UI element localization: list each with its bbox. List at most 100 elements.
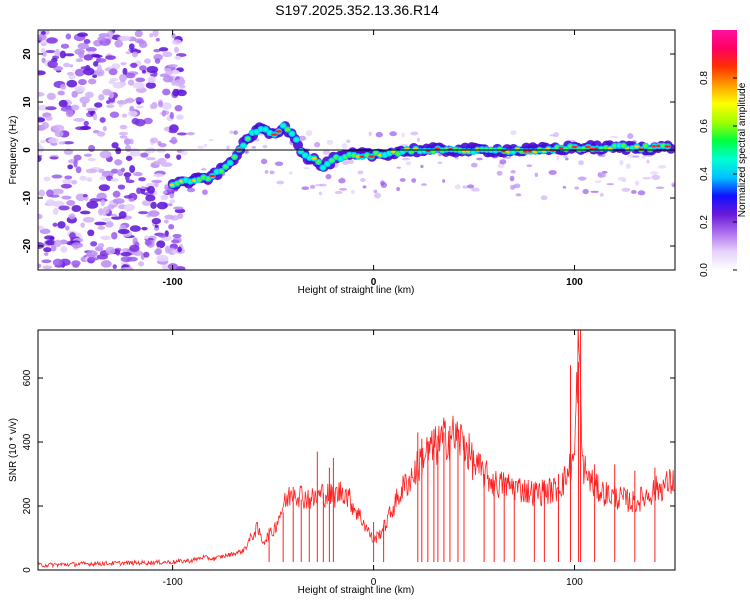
noise-blob bbox=[396, 166, 402, 169]
noise-blob bbox=[264, 170, 269, 174]
ridge-core bbox=[205, 176, 211, 181]
noise-blob bbox=[77, 32, 88, 37]
noise-blob bbox=[41, 122, 50, 130]
snr-y-label: SNR (10 * v/v) bbox=[8, 418, 19, 482]
noise-blob bbox=[71, 260, 81, 267]
noise-blob bbox=[118, 131, 129, 136]
noise-blob bbox=[58, 99, 68, 108]
noise-blob bbox=[97, 242, 105, 248]
noise-blob bbox=[632, 155, 640, 158]
noise-blob bbox=[401, 157, 410, 161]
x-tick-label: -100 bbox=[163, 277, 183, 288]
colorbar-label: Normalized spectral amplitude bbox=[737, 82, 748, 217]
noise-blob bbox=[160, 194, 169, 201]
noise-blob bbox=[122, 67, 128, 76]
noise-blob bbox=[86, 177, 93, 182]
noise-blob bbox=[157, 257, 169, 262]
noise-blob bbox=[597, 172, 606, 178]
noise-blob bbox=[96, 192, 107, 201]
noise-blob bbox=[90, 241, 98, 247]
noise-blob bbox=[470, 187, 480, 192]
x-tick-label: -100 bbox=[163, 577, 183, 588]
noise-blob bbox=[154, 224, 159, 228]
noise-blob bbox=[105, 55, 116, 60]
noise-blob bbox=[75, 58, 84, 63]
ridge-core bbox=[218, 169, 224, 174]
noise-blob bbox=[177, 246, 182, 253]
noise-blob bbox=[124, 72, 136, 79]
noise-blob bbox=[86, 250, 98, 258]
noise-blob bbox=[164, 245, 170, 254]
noise-blob bbox=[86, 200, 99, 209]
noise-blob bbox=[582, 188, 589, 195]
noise-blob bbox=[77, 43, 89, 50]
noise-blob bbox=[158, 47, 169, 52]
x-tick-label: 100 bbox=[566, 277, 583, 288]
noise-blob bbox=[303, 167, 310, 170]
noise-blob bbox=[120, 267, 132, 270]
noise-blob bbox=[119, 35, 131, 41]
snr-line bbox=[38, 330, 675, 569]
noise-blob bbox=[40, 140, 46, 144]
noise-blob bbox=[93, 60, 99, 67]
noise-blob bbox=[373, 192, 382, 199]
noise-blob bbox=[143, 117, 153, 125]
noise-blob bbox=[149, 103, 155, 110]
ridge-core bbox=[510, 149, 516, 154]
noise-blob bbox=[80, 66, 91, 70]
noise-blob bbox=[123, 195, 133, 199]
snr-frame bbox=[37, 329, 676, 571]
noise-blob bbox=[60, 183, 73, 189]
noise-blob bbox=[325, 173, 332, 180]
noise-blob bbox=[102, 206, 110, 215]
ridge-peak bbox=[209, 174, 216, 178]
noise-blob bbox=[168, 224, 175, 230]
noise-blob bbox=[276, 180, 285, 185]
noise-blob bbox=[94, 102, 103, 108]
noise-blob bbox=[153, 160, 162, 165]
noise-blob bbox=[233, 130, 238, 135]
noise-blob bbox=[156, 201, 168, 210]
ridge-peak bbox=[607, 147, 614, 151]
noise-blob bbox=[136, 105, 144, 109]
ridge-peak bbox=[664, 145, 671, 148]
noise-blob bbox=[66, 79, 78, 88]
noise-blob bbox=[43, 176, 51, 182]
noise-blob bbox=[420, 164, 424, 169]
noise-blob bbox=[155, 37, 160, 42]
noise-blob bbox=[117, 184, 126, 190]
noise-blob bbox=[147, 75, 157, 84]
ridge-core bbox=[232, 154, 237, 159]
ridge-core bbox=[245, 136, 251, 141]
noise-blob bbox=[57, 221, 66, 229]
noise-blob bbox=[92, 113, 98, 121]
noise-blob bbox=[98, 93, 105, 101]
noise-blob bbox=[160, 162, 173, 167]
noise-blob bbox=[79, 96, 90, 104]
noise-blob bbox=[619, 159, 624, 166]
noise-blob bbox=[437, 161, 443, 165]
ridge-core bbox=[302, 153, 308, 158]
noise-blob bbox=[201, 168, 207, 171]
noise-blob bbox=[138, 41, 148, 48]
noise-blob bbox=[318, 191, 322, 196]
noise-blob bbox=[97, 226, 106, 230]
noise-blob bbox=[301, 186, 309, 190]
ridge-peak bbox=[275, 130, 282, 133]
noise-blob bbox=[129, 151, 142, 157]
noise-blob bbox=[134, 30, 143, 38]
ridge-peak bbox=[368, 155, 375, 158]
noise-blob bbox=[48, 137, 59, 144]
noise-blob bbox=[141, 69, 147, 74]
noise-blob bbox=[80, 222, 86, 228]
noise-blob bbox=[100, 199, 106, 206]
noise-blob bbox=[173, 46, 179, 53]
noise-blob bbox=[118, 40, 123, 47]
noise-blob bbox=[140, 186, 146, 190]
ridge-core bbox=[227, 160, 233, 165]
noise-blob bbox=[109, 77, 119, 82]
ridge-core bbox=[316, 159, 321, 164]
noise-blob bbox=[98, 184, 110, 192]
noise-blob bbox=[338, 178, 346, 184]
noise-blob bbox=[176, 154, 182, 160]
